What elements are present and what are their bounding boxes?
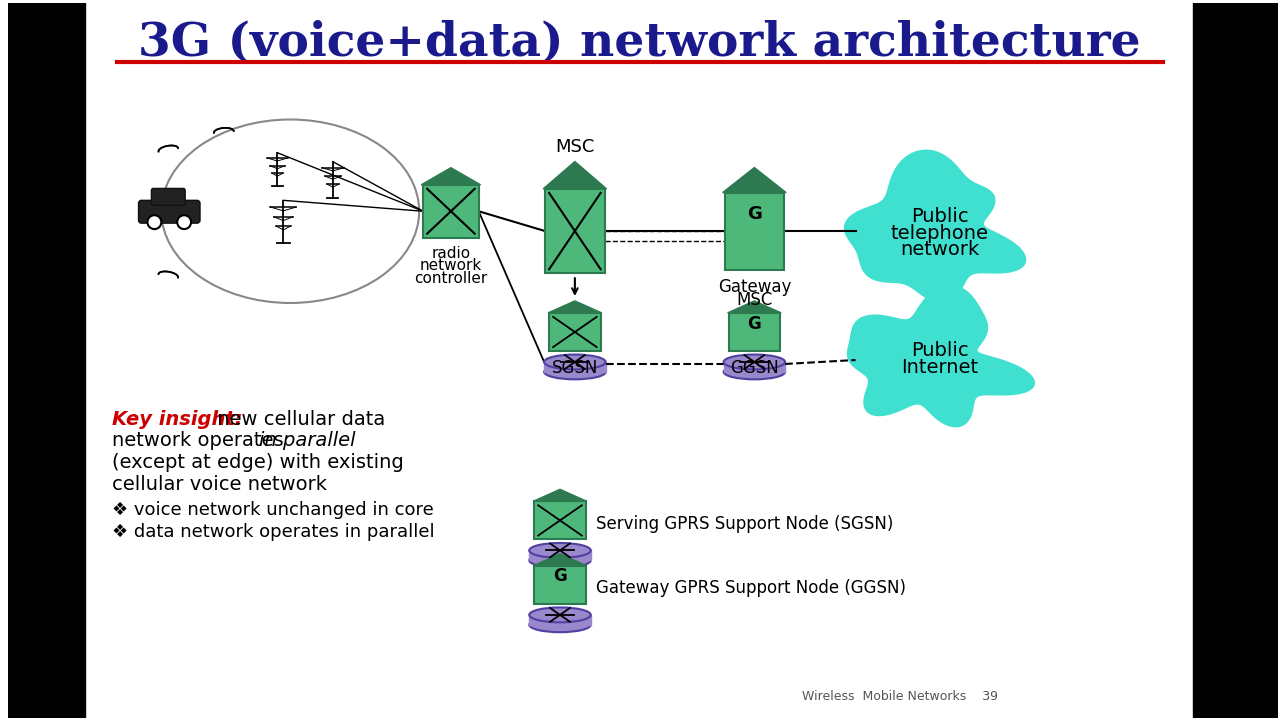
Polygon shape xyxy=(543,161,607,189)
Text: GGSN: GGSN xyxy=(730,359,778,377)
Text: 3G (voice+data) network architecture: 3G (voice+data) network architecture xyxy=(138,20,1140,66)
Text: G: G xyxy=(748,205,762,223)
Polygon shape xyxy=(723,168,786,192)
Text: new cellular data: new cellular data xyxy=(211,410,385,428)
Ellipse shape xyxy=(544,364,605,379)
Text: controller: controller xyxy=(415,271,488,287)
Polygon shape xyxy=(845,150,1025,302)
Text: Serving GPRS Support Node (SGSN): Serving GPRS Support Node (SGSN) xyxy=(595,515,893,533)
Text: G: G xyxy=(748,315,762,333)
Text: Gateway GPRS Support Node (GGSN): Gateway GPRS Support Node (GGSN) xyxy=(595,579,906,597)
Polygon shape xyxy=(548,301,602,313)
Text: telephone: telephone xyxy=(891,224,989,243)
Circle shape xyxy=(147,215,161,229)
Polygon shape xyxy=(529,615,591,625)
Polygon shape xyxy=(723,362,785,372)
Text: radio: radio xyxy=(431,246,471,261)
Text: ❖ data network operates in parallel: ❖ data network operates in parallel xyxy=(111,523,434,541)
Polygon shape xyxy=(847,286,1034,427)
FancyBboxPatch shape xyxy=(728,313,780,351)
Polygon shape xyxy=(421,168,481,185)
Text: Internet: Internet xyxy=(901,359,978,377)
FancyBboxPatch shape xyxy=(549,313,600,351)
Ellipse shape xyxy=(529,543,591,558)
FancyBboxPatch shape xyxy=(724,192,785,269)
Text: cellular voice network: cellular voice network xyxy=(111,475,326,494)
Text: SGSN: SGSN xyxy=(552,359,598,377)
Text: G: G xyxy=(553,567,567,585)
Polygon shape xyxy=(529,550,591,560)
Text: Public: Public xyxy=(911,207,969,225)
Text: in parallel: in parallel xyxy=(259,431,355,451)
Ellipse shape xyxy=(529,617,591,632)
FancyBboxPatch shape xyxy=(151,189,186,205)
FancyBboxPatch shape xyxy=(534,501,586,539)
Ellipse shape xyxy=(544,354,605,369)
Text: ❖ voice network unchanged in core: ❖ voice network unchanged in core xyxy=(111,501,434,519)
Ellipse shape xyxy=(529,608,591,622)
FancyBboxPatch shape xyxy=(534,566,586,604)
Text: Gateway: Gateway xyxy=(718,277,791,295)
FancyBboxPatch shape xyxy=(138,200,200,223)
Polygon shape xyxy=(534,490,586,501)
Ellipse shape xyxy=(529,553,591,568)
Text: MSC: MSC xyxy=(556,138,595,156)
Ellipse shape xyxy=(723,354,785,369)
Polygon shape xyxy=(727,301,781,313)
Text: network: network xyxy=(900,240,979,259)
Ellipse shape xyxy=(723,364,785,379)
Text: network: network xyxy=(420,258,483,274)
Text: Public: Public xyxy=(911,341,969,359)
Polygon shape xyxy=(534,554,586,566)
Circle shape xyxy=(177,215,191,229)
FancyBboxPatch shape xyxy=(545,189,604,274)
Text: MSC: MSC xyxy=(736,292,773,310)
Text: Key insight:: Key insight: xyxy=(111,410,242,428)
Polygon shape xyxy=(544,362,605,372)
Text: (except at edge) with existing: (except at edge) with existing xyxy=(111,453,403,472)
Text: Wireless  Mobile Networks    39: Wireless Mobile Networks 39 xyxy=(803,690,998,703)
Text: network operates: network operates xyxy=(111,431,289,451)
FancyBboxPatch shape xyxy=(424,185,479,238)
